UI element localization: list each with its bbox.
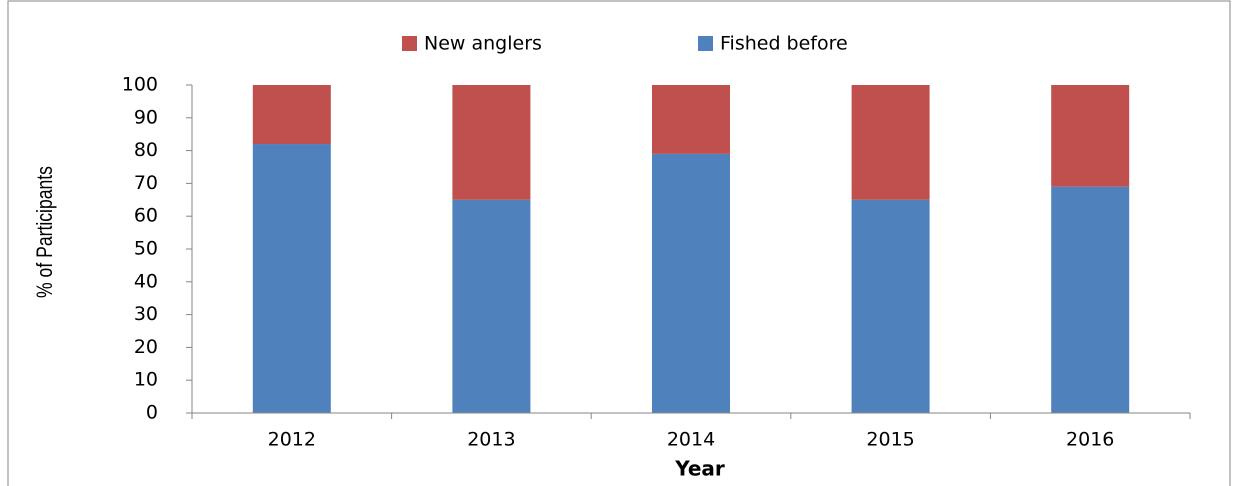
x-tick-label: 2015 [866, 429, 914, 451]
y-tick-label: 0 [146, 402, 158, 424]
y-tick-label: 70 [134, 172, 158, 194]
y-tick-label: 40 [134, 270, 158, 292]
x-tick-label: 2012 [268, 429, 316, 451]
legend-swatch [402, 36, 417, 51]
x-axis-label: Year [674, 457, 725, 481]
bar-segment [851, 199, 930, 413]
legend-swatch [698, 36, 713, 51]
x-tick-label: 2014 [667, 429, 715, 451]
chart-frame [7, 0, 1231, 486]
y-tick-label: 90 [134, 106, 158, 128]
y-tick-label: 10 [134, 369, 158, 391]
y-tick-label: 60 [134, 205, 158, 227]
bar-segment [252, 144, 331, 414]
bar-segment [452, 199, 531, 413]
y-tick-label: 80 [134, 139, 158, 161]
bar-segment [452, 85, 531, 200]
y-axis-label: % of Participants [33, 166, 57, 298]
bar-segment [1051, 85, 1130, 187]
bar-segment [851, 85, 930, 200]
x-tick-label: 2016 [1066, 429, 1114, 451]
x-tick-label: 2013 [467, 429, 515, 451]
y-tick-label: 50 [134, 238, 158, 260]
bar-segment [652, 153, 730, 413]
legend-label: Fished before [720, 33, 848, 55]
legend-label: New anglers [424, 33, 542, 55]
y-tick-label: 100 [122, 74, 158, 96]
y-tick-label: 20 [134, 336, 158, 358]
bar-segment [1051, 186, 1130, 413]
bar-segment [652, 85, 730, 154]
y-tick-label: 30 [134, 303, 158, 325]
bar-segment [252, 85, 331, 145]
